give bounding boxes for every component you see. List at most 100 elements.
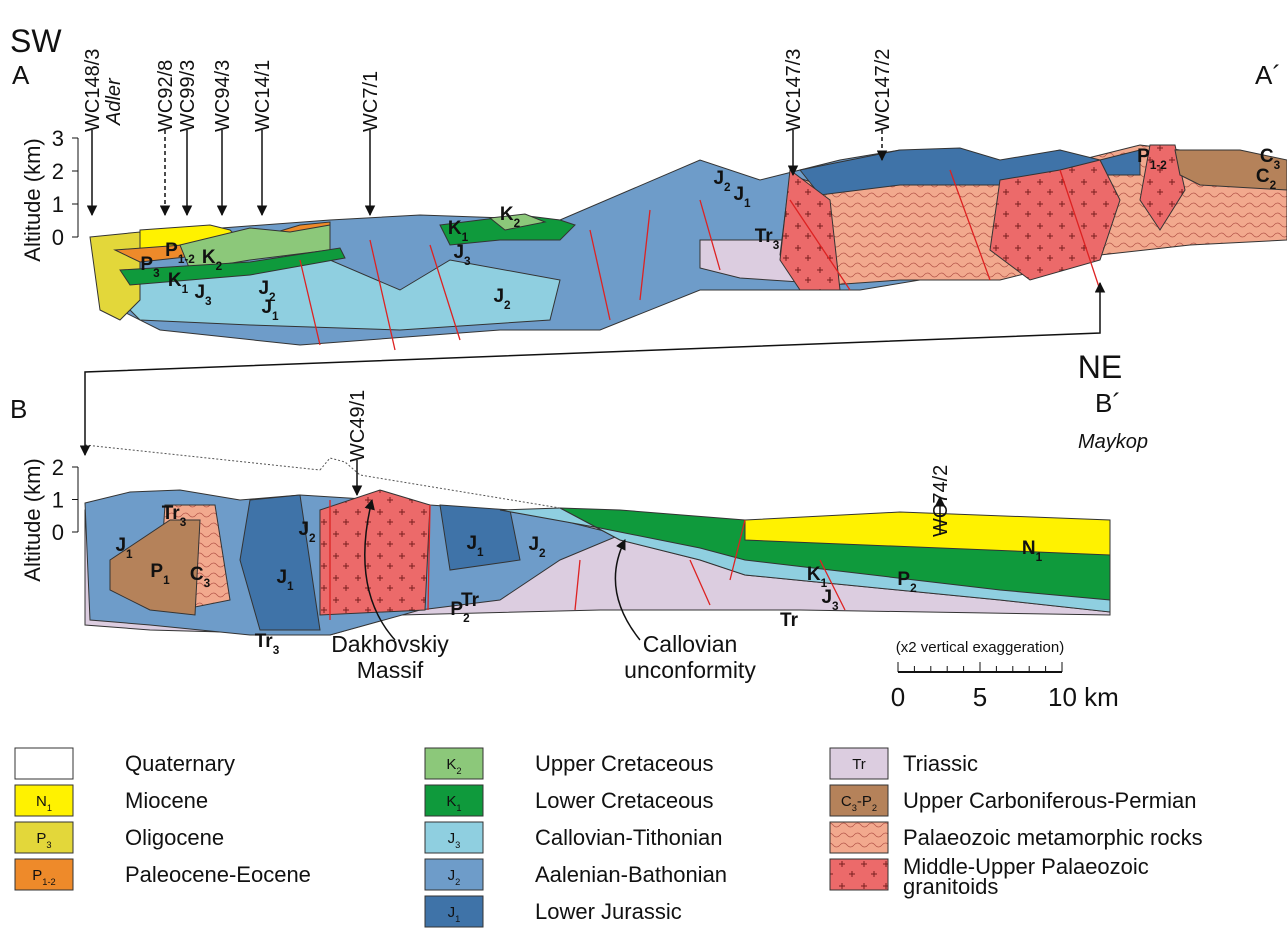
unit-label-part: 1 [1036, 551, 1043, 564]
axis-tick-label: 1 [52, 488, 64, 513]
direction-label: SW [10, 23, 62, 59]
legend-label: Lower Jurassic [535, 899, 682, 924]
unit-label-part: C [1256, 166, 1270, 187]
unit-label-part: K [168, 270, 182, 291]
unit-label: Tr [461, 590, 480, 611]
unit-label-part: 2 [910, 582, 917, 595]
unit-label-part: 1 [287, 580, 294, 593]
legend-label: Triassic [903, 751, 978, 776]
axis-tick-label: 0 [52, 520, 64, 545]
unit-label-part: 1 [456, 803, 461, 813]
unit-label: Tr [780, 610, 799, 631]
unit-label-part: Tr [780, 610, 799, 631]
well-label: WC92/8 [155, 60, 177, 132]
unit-label-part: J [821, 587, 832, 608]
unit-label-part: 1 [163, 574, 170, 587]
scale-caption: (x2 vertical exaggeration) [896, 639, 1064, 656]
scale-label: 0 [891, 682, 905, 712]
annotation: Massif [357, 657, 424, 683]
annotation: Callovian [643, 631, 738, 657]
unit-label-part: 3 [204, 577, 211, 590]
unit-label-part: J [258, 278, 269, 299]
unit-label-part: 2 [1270, 179, 1277, 192]
unit-label-part: 1-2 [1150, 159, 1167, 172]
unit-label-part: 3 [153, 267, 160, 280]
unit-label-part: J [276, 567, 287, 588]
section-end: A [12, 60, 30, 90]
unit-label-part: 2 [872, 803, 877, 813]
unit-label-part: J [493, 286, 504, 307]
unit-label-part: 1 [744, 197, 751, 210]
unit-label-part: 3 [1274, 159, 1281, 172]
unit-label-part: 3 [46, 840, 51, 850]
well-label: WC94/3 [212, 60, 234, 132]
unit-label-part: -P [857, 793, 872, 810]
axis-tick-label: 2 [52, 455, 64, 480]
unit-label-part: J [448, 830, 456, 847]
unit-label-part: N [1022, 538, 1036, 559]
legend-swatch [830, 822, 888, 853]
unit-label-part: J [713, 168, 724, 189]
well-label: WC147/3 [783, 49, 805, 132]
unit-label-part: J [528, 534, 539, 555]
section-end: A´ [1255, 60, 1281, 90]
unit-label-part: 1 [126, 548, 133, 561]
topo-line [85, 445, 320, 470]
axis-tick-label: 1 [52, 192, 64, 217]
unit-label-part: 2 [724, 181, 731, 194]
unit-label-part: 2 [463, 612, 470, 625]
unit-label-part: J [115, 535, 126, 556]
scale-label: 5 [973, 682, 987, 712]
axis-title: Altitude (km) [20, 458, 45, 581]
unit-label-part: 2 [456, 766, 461, 776]
unit-label-part: Tr [461, 590, 480, 611]
legend-label: Upper Cretaceous [535, 751, 714, 776]
well-label: WC74/2 [930, 465, 952, 537]
unit-label-part: 1-2 [42, 877, 55, 887]
well-label: WC99/3 [177, 60, 199, 132]
unit-label-part: K [807, 564, 821, 585]
unit-label-part: J [298, 519, 309, 540]
well-label: WC147/2 [872, 49, 894, 132]
unit-label-part: K [446, 793, 456, 810]
unit-label-part: J [448, 904, 456, 921]
legend-label: Upper Carboniferous-Permian [903, 788, 1196, 813]
direction-label: NE [1078, 349, 1122, 385]
unit-label-part: 2 [455, 877, 460, 887]
unit-label-part: P [150, 561, 163, 582]
unit-label-part: C [190, 564, 204, 585]
unit-label-part: 2 [539, 547, 546, 560]
unit-label-part: K [446, 756, 456, 773]
unit-label-part: 3 [832, 600, 839, 613]
legend-label: Aalenian-Bathonian [535, 862, 727, 887]
unit-label-part: Tr [162, 503, 181, 524]
unit-label-part: J [261, 297, 272, 318]
unit-label-part: P [450, 599, 463, 620]
unit-label-part: C [841, 793, 852, 810]
unit-label-part: 3 [455, 840, 460, 850]
axis-title: Altitude (km) [20, 138, 45, 261]
unit-label-part: P [165, 240, 178, 261]
legend-swatch [830, 859, 888, 890]
legend-code: Tr [852, 756, 866, 773]
unit-label-part: 1 [182, 283, 189, 296]
place-name: Maykop [1078, 431, 1148, 453]
legend-label: Quaternary [125, 751, 235, 776]
well-label: WC49/1 [347, 390, 369, 462]
unit-label-part: J [453, 242, 464, 263]
place-name: Adler [103, 77, 125, 126]
unit-label-part: P [1137, 146, 1150, 167]
unit-label-part: Tr [852, 756, 866, 773]
unit-label-part: 2 [309, 532, 316, 545]
unit-label-part: P [36, 830, 46, 847]
section-end: B [10, 394, 27, 424]
unit-label-part: K [202, 247, 216, 268]
annotation: unconformity [624, 657, 756, 683]
unit-label-part: J [448, 867, 456, 884]
axis-tick-label: 0 [52, 225, 64, 250]
unit-label-part: P [32, 867, 42, 884]
legend-label: Oligocene [125, 825, 224, 850]
unit-label-part: 1-2 [178, 253, 195, 266]
legend-label: Miocene [125, 788, 208, 813]
unit-label-part: Tr [255, 631, 274, 652]
